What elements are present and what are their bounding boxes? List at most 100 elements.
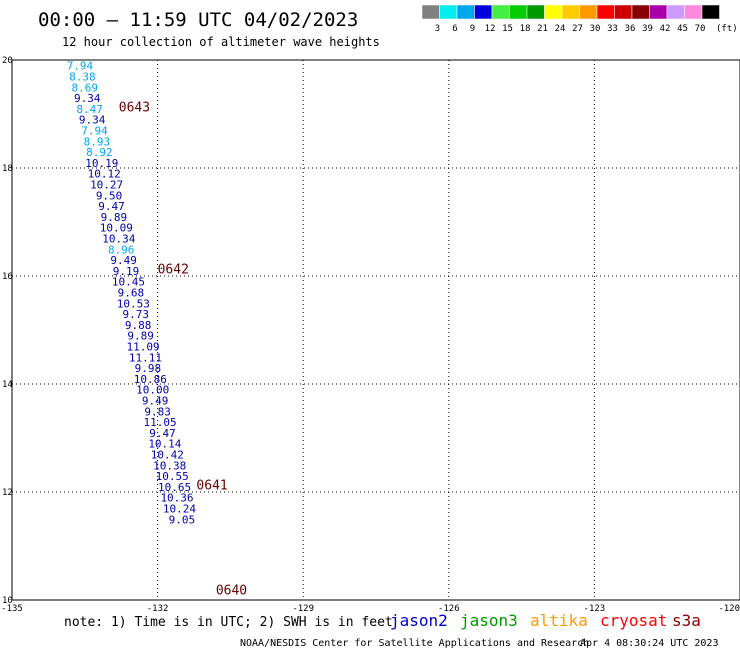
pass-time-label: 0642 — [158, 262, 189, 277]
pass-time-label: 0643 — [119, 100, 150, 115]
swh-value: 10.65 — [158, 481, 191, 494]
legend-swatch — [631, 4, 650, 20]
legend-label: 3 — [435, 24, 440, 34]
swh-value: 8.47 — [76, 103, 103, 116]
swh-value: 10.53 — [117, 297, 150, 310]
map-frame — [11, 59, 740, 601]
swh-value: 11.11 — [129, 351, 162, 364]
swh-value: 10.38 — [153, 459, 186, 472]
lon-tick-label: -123 — [584, 604, 606, 614]
swh-value: 9.49 — [142, 395, 169, 408]
legend-label: 6 — [452, 24, 457, 34]
swh-value: 9.73 — [123, 308, 150, 321]
legend-label: 12 — [485, 24, 496, 34]
swh-value: 10.19 — [85, 157, 118, 170]
legend-label: 45 — [677, 24, 688, 34]
lat-tick-label: 12 — [2, 488, 13, 498]
swh-value: 9.19 — [113, 265, 140, 278]
swh-value: 9.89 — [101, 211, 128, 224]
legend-label: 33 — [607, 24, 618, 34]
legend-swatch — [579, 4, 598, 20]
swh-value: 9.83 — [144, 405, 171, 418]
swh-value: 9.05 — [169, 513, 196, 526]
legend-label: 18 — [520, 24, 531, 34]
swh-value: 9.88 — [125, 319, 152, 332]
swh-value: 10.55 — [156, 470, 189, 483]
swh-value: 10.36 — [160, 492, 193, 505]
legend-swatch — [439, 4, 458, 20]
legend-swatch — [526, 4, 545, 20]
legend-swatch — [614, 4, 633, 20]
pass-time-label: 0641 — [196, 478, 227, 493]
pass-time-labels: 0643 0642 0641 0640 — [119, 100, 247, 598]
swh-value: 9.34 — [79, 114, 106, 127]
swh-value: 8.69 — [72, 81, 99, 94]
legend-swatch — [596, 4, 615, 20]
legend-swatch — [684, 4, 703, 20]
swh-value: 9.50 — [96, 189, 123, 202]
lat-tick-label: 18 — [2, 164, 13, 174]
legend-swatch — [491, 4, 510, 20]
note-text: note: 1) Time is in UTC; 2) SWH is in fe… — [64, 615, 393, 630]
lon-tick-label: -132 — [147, 604, 169, 614]
swh-measurements: 7.948.388.699.348.479.347.948.938.9210.1… — [67, 60, 197, 527]
legend-label: 27 — [572, 24, 583, 34]
legend-label: 9 — [470, 24, 475, 34]
footer-source: NOAA/NESDIS Center for Satellite Applica… — [240, 638, 589, 649]
swh-value: 7.94 — [81, 125, 108, 138]
lat-tick-label: 20 — [2, 56, 13, 66]
legend-unit: (ft) — [716, 24, 738, 34]
footer-timestamp: Apr 4 08:30:24 UTC 2023 — [580, 638, 718, 649]
swh-value: 7.94 — [67, 60, 94, 73]
axis-ticks: -135 -132 -129 -126 -123 -120 20 18 16 14 12 10 — [1, 56, 740, 614]
mission-s3a: s3a — [672, 611, 701, 630]
legend-swatch — [666, 4, 685, 20]
swh-value: 8.96 — [108, 243, 135, 256]
lon-tick-label: -129 — [292, 604, 314, 614]
legend-swatch — [649, 4, 668, 20]
swh-value: 10.12 — [88, 168, 121, 181]
swh-value: 11.09 — [126, 341, 159, 354]
swh-value: 9.89 — [127, 330, 154, 343]
swh-value: 9.47 — [149, 427, 176, 440]
legend-label: 24 — [555, 24, 566, 34]
lon-tick-label: -135 — [1, 604, 23, 614]
swh-value: 8.38 — [69, 71, 96, 84]
lat-tick-label: 10 — [2, 596, 13, 606]
legend-swatch — [421, 4, 440, 20]
swh-value: 9.49 — [110, 254, 137, 267]
swh-value: 11.05 — [143, 416, 176, 429]
lat-tick-label: 16 — [2, 272, 13, 282]
swh-value: 10.14 — [148, 438, 181, 451]
swh-value: 10.86 — [134, 373, 167, 386]
swh-value: 10.34 — [102, 233, 135, 246]
legend-swatch — [561, 4, 580, 20]
swh-value: 9.47 — [98, 200, 125, 213]
swh-value: 9.68 — [118, 287, 145, 300]
legend-label: 30 — [590, 24, 601, 34]
swh-value: 8.92 — [86, 146, 113, 159]
page-title: 00:00 – 11:59 UTC 04/02/2023 — [38, 9, 358, 31]
legend-label: 15 — [502, 24, 513, 34]
lon-tick-label: -120 — [718, 604, 740, 614]
legend-label: 39 — [642, 24, 653, 34]
swh-value: 10.42 — [151, 449, 184, 462]
legend-swatch — [456, 4, 475, 20]
swh-value: 8.93 — [84, 135, 111, 148]
swh-value: 10.24 — [163, 503, 196, 516]
mission-legend: jason2 jason3 altika cryosat s3a — [390, 611, 701, 630]
legend-swatch — [544, 4, 563, 20]
lon-tick-label: -126 — [438, 604, 460, 614]
lat-tick-label: 14 — [2, 380, 13, 390]
swh-value: 9.34 — [74, 92, 101, 105]
mission-cryosat: cryosat — [600, 611, 667, 630]
legend-label: 70 — [695, 24, 706, 34]
swh-value: 10.45 — [112, 276, 145, 289]
map-grid — [12, 60, 740, 600]
mission-altika: altika — [530, 611, 588, 630]
swh-value: 9.98 — [135, 362, 162, 375]
swh-value: 10.27 — [90, 179, 123, 192]
legend-swatch — [701, 4, 720, 20]
